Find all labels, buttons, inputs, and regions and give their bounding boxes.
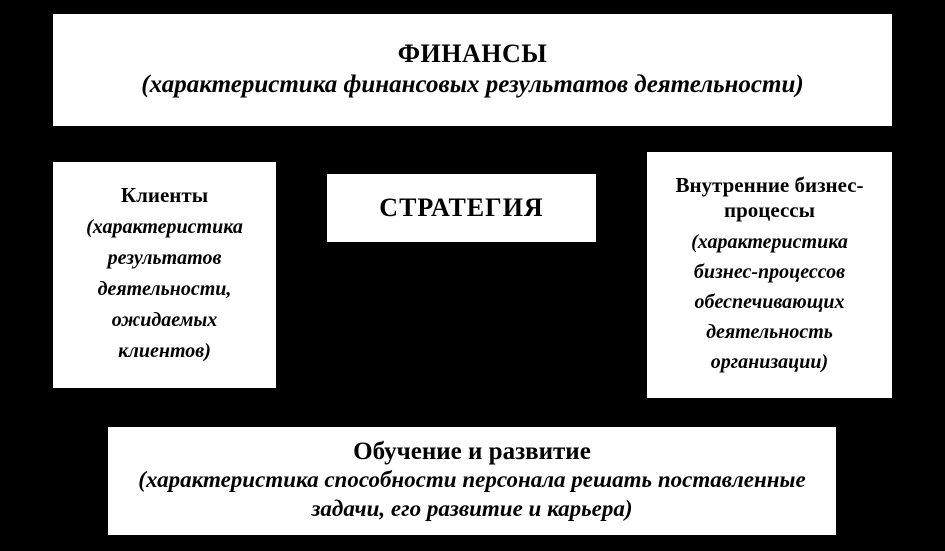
- clients-title: Клиенты: [121, 183, 208, 208]
- finance-title: ФИНАНСЫ: [398, 39, 548, 69]
- finance-box: ФИНАНСЫ (характеристика финансовых резул…: [53, 14, 892, 126]
- processes-title: Внутренние бизнес-процессы: [659, 173, 880, 223]
- learning-box: Обучение и развитие (характеристика спос…: [108, 427, 836, 535]
- clients-subtitle: (характеристика результатов деятельности…: [65, 212, 264, 367]
- learning-title: Обучение и развитие: [353, 438, 591, 466]
- processes-subtitle: (характеристика бизнес-процессов обеспеч…: [659, 227, 880, 377]
- strategy-title: СТРАТЕГИЯ: [379, 193, 543, 223]
- strategy-box: СТРАТЕГИЯ: [327, 174, 596, 242]
- learning-subtitle: (характеристика способности персонала ре…: [120, 466, 824, 524]
- processes-box: Внутренние бизнес-процессы (характеристи…: [647, 152, 892, 398]
- clients-box: Клиенты (характеристика результатов деят…: [53, 162, 276, 388]
- finance-subtitle: (характеристика финансовых результатов д…: [141, 69, 803, 100]
